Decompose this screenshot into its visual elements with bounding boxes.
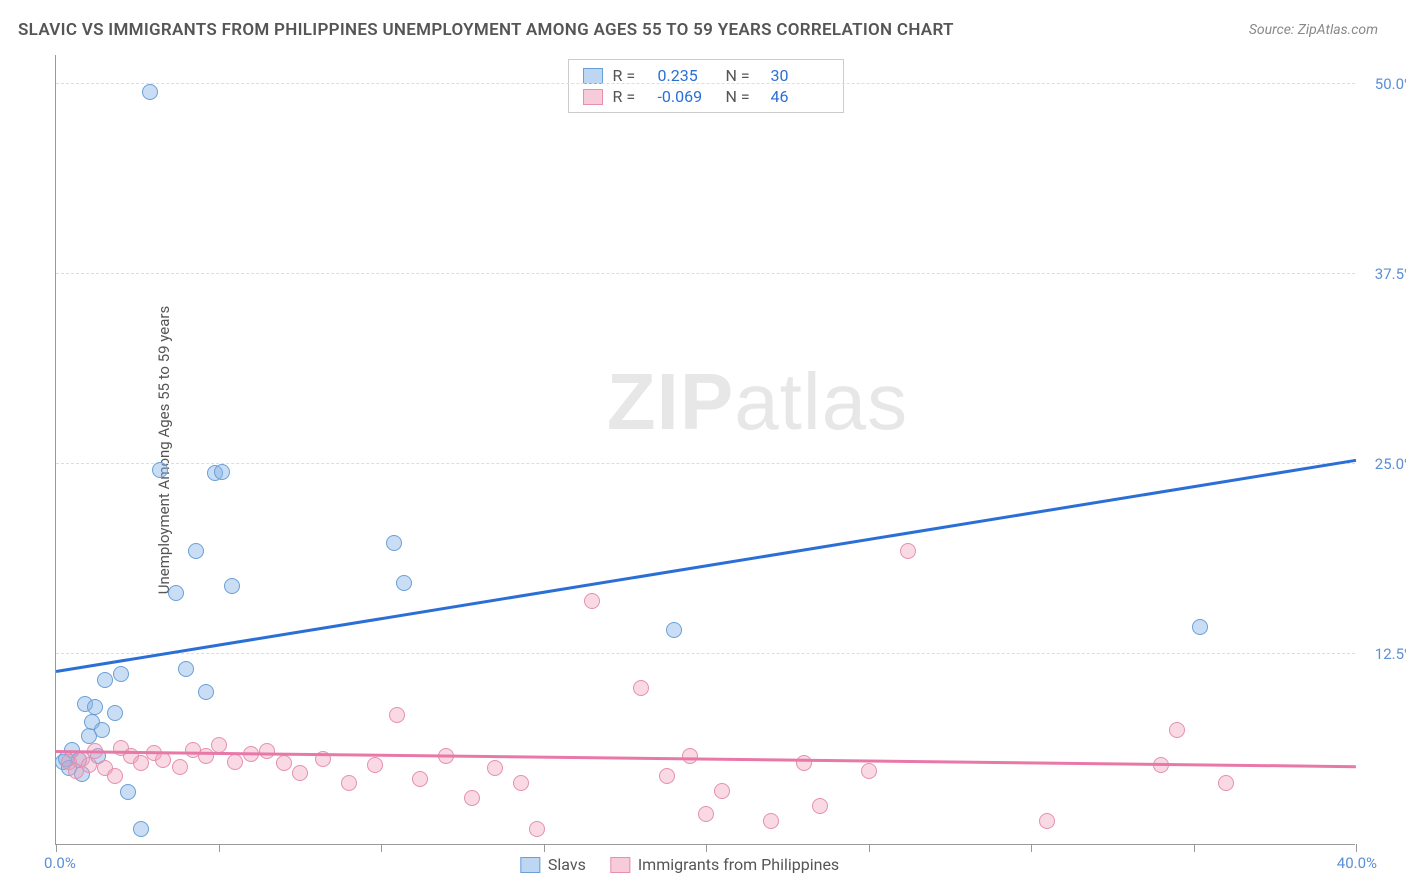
scatter-point — [367, 757, 383, 773]
scatter-point — [188, 543, 204, 559]
x-axis-max-label: 40.0% — [1337, 854, 1377, 872]
scatter-point — [659, 768, 675, 784]
scatter-point — [292, 765, 308, 781]
scatter-point — [87, 699, 103, 715]
source-label: Source: ZipAtlas.com — [1249, 22, 1378, 38]
series-legend: Slavs Immigrants from Philippines — [520, 855, 839, 874]
x-tick — [1031, 844, 1032, 852]
scatter-point — [633, 680, 649, 696]
scatter-point — [464, 790, 480, 806]
scatter-point — [389, 707, 405, 723]
scatter-point — [120, 784, 136, 800]
scatter-point — [142, 84, 158, 100]
scatter-point — [259, 743, 275, 759]
r-value-philippines: -0.069 — [658, 87, 716, 106]
y-tick-label: 37.5% — [1375, 265, 1406, 283]
swatch-pink-icon — [610, 857, 630, 873]
x-tick — [219, 844, 220, 852]
x-tick — [869, 844, 870, 852]
scatter-point — [198, 684, 214, 700]
scatter-point — [178, 661, 194, 677]
x-tick — [706, 844, 707, 852]
scatter-point — [861, 763, 877, 779]
legend-item-philippines: Immigrants from Philippines — [610, 855, 839, 874]
n-value-slavs: 30 — [771, 66, 829, 85]
legend-item-slavs: Slavs — [520, 855, 586, 874]
trend-line — [56, 459, 1356, 673]
scatter-point — [386, 535, 402, 551]
scatter-point — [1039, 813, 1055, 829]
n-label: N = — [726, 87, 761, 106]
r-label: R = — [613, 87, 648, 106]
gridline — [56, 273, 1355, 274]
scatter-point — [276, 755, 292, 771]
gridline — [56, 463, 1355, 464]
scatter-point — [529, 821, 545, 837]
scatter-point — [900, 543, 916, 559]
scatter-point — [172, 759, 188, 775]
scatter-point — [97, 672, 113, 688]
legend-row-philippines: R = -0.069 N = 46 — [583, 87, 829, 106]
scatter-point — [714, 783, 730, 799]
scatter-point — [666, 622, 682, 638]
x-tick — [1356, 844, 1357, 852]
scatter-point — [198, 748, 214, 764]
chart-title: SLAVIC VS IMMIGRANTS FROM PHILIPPINES UN… — [18, 20, 954, 40]
r-value-slavs: 0.235 — [658, 66, 716, 85]
scatter-point — [412, 771, 428, 787]
scatter-point — [584, 593, 600, 609]
scatter-point — [487, 760, 503, 776]
scatter-point — [513, 775, 529, 791]
x-tick — [56, 844, 57, 852]
r-label: R = — [613, 66, 648, 85]
watermark-rest: atlas — [734, 357, 908, 446]
scatter-point — [227, 754, 243, 770]
scatter-point — [133, 755, 149, 771]
watermark: ZIPatlas — [607, 356, 908, 448]
scatter-point — [94, 722, 110, 738]
chart-plot-area: Unemployment Among Ages 55 to 59 years 0… — [55, 55, 1355, 845]
scatter-point — [1169, 722, 1185, 738]
y-tick-label: 50.0% — [1375, 75, 1406, 93]
n-value-philippines: 46 — [771, 87, 829, 106]
gridline — [56, 83, 1355, 84]
scatter-point — [113, 666, 129, 682]
legend-label-slavs: Slavs — [548, 855, 586, 874]
scatter-point — [155, 752, 171, 768]
scatter-point — [698, 806, 714, 822]
gridline — [56, 653, 1355, 654]
correlation-legend: R = 0.235 N = 30 R = -0.069 N = 46 — [568, 59, 844, 113]
x-tick — [381, 844, 382, 852]
scatter-point — [81, 757, 97, 773]
x-tick — [1194, 844, 1195, 852]
y-tick-label: 25.0% — [1375, 455, 1406, 473]
scatter-point — [396, 575, 412, 591]
y-axis-label: Unemployment Among Ages 55 to 59 years — [155, 305, 173, 593]
y-tick-label: 12.5% — [1375, 645, 1406, 663]
watermark-bold: ZIP — [607, 357, 734, 446]
scatter-point — [763, 813, 779, 829]
scatter-point — [341, 775, 357, 791]
scatter-point — [107, 705, 123, 721]
n-label: N = — [726, 66, 761, 85]
swatch-blue-icon — [520, 857, 540, 873]
scatter-point — [812, 798, 828, 814]
scatter-point — [133, 821, 149, 837]
scatter-point — [682, 748, 698, 764]
scatter-point — [224, 578, 240, 594]
legend-row-slavs: R = 0.235 N = 30 — [583, 66, 829, 85]
swatch-pink-icon — [583, 89, 603, 105]
scatter-point — [168, 585, 184, 601]
scatter-point — [1192, 619, 1208, 635]
scatter-point — [107, 768, 123, 784]
x-axis-min-label: 0.0% — [44, 854, 76, 872]
scatter-point — [1218, 775, 1234, 791]
scatter-point — [152, 462, 168, 478]
scatter-point — [214, 464, 230, 480]
swatch-blue-icon — [583, 68, 603, 84]
x-tick — [544, 844, 545, 852]
legend-label-philippines: Immigrants from Philippines — [638, 855, 839, 874]
